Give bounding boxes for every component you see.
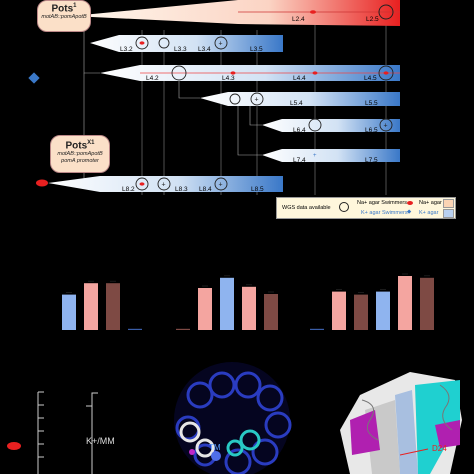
svg-text:+: +: [384, 123, 388, 130]
bottom-left-axis: [37, 391, 44, 474]
protein-structure-side-view: [340, 372, 462, 474]
label-l2-5: L2.5: [366, 16, 379, 23]
lineage-l2-wedge: [72, 0, 400, 26]
bar-panel-3-bar-2: [332, 291, 346, 330]
label-l3-4: L3.4: [198, 46, 211, 53]
k-diamond-icon: [28, 72, 40, 84]
na-start-mark: [36, 179, 48, 187]
pots-x1-title: PotsX1: [65, 140, 95, 152]
bar-panel-1-bar-3: [106, 283, 120, 330]
legend-na-swimmer-icon: [407, 201, 413, 205]
pots-x1-subtitle-1: motAB::pomApotB: [57, 151, 103, 158]
bar-panel-1-bar-2: [84, 283, 98, 330]
label-l5-4: L5.4: [290, 100, 303, 107]
d24-label: D24: [432, 444, 447, 453]
tm-label: TM: [209, 443, 221, 452]
bar-panel-1-bar-1: [62, 294, 76, 330]
bar-panel-3-bar-5: [398, 276, 412, 330]
pots1-box: Pots1 motAB::pomApotB: [37, 0, 91, 32]
svg-text:+: +: [255, 97, 259, 104]
bar-panels: [62, 273, 434, 330]
bar-panel-2-bar-2: [198, 288, 212, 330]
bar-panel-2-bar-5: [264, 294, 278, 330]
label-l8-5: L8.5: [251, 186, 264, 193]
legend-k-agar-swatch: [443, 209, 454, 218]
label-l4-2: L4.2: [146, 75, 159, 82]
wgs-circle: [378, 4, 394, 20]
lineage-l5-wedge: [200, 92, 400, 106]
bar-panel-1-bar-4: [128, 328, 142, 330]
legend-wgs-circle-icon: [339, 202, 349, 212]
legend-k-agar-label: K+ agar: [419, 210, 439, 216]
bracket-icon: [86, 392, 98, 474]
pots1-title: Pots1: [51, 3, 77, 15]
pots-x1-subtitle-2: pomA promoter: [61, 158, 99, 165]
bar-panel-3-bar-6: [420, 277, 434, 330]
legend-k-swimmers-label: K+ agar Swimmers: [361, 210, 408, 216]
lineage-l7-wedge: [262, 149, 400, 162]
pots-x1-box: PotsX1 motAB::pomApotB pomA promoter: [50, 135, 110, 173]
lineage-l6-wedge: [262, 119, 400, 132]
km-label: K+/MM: [86, 436, 115, 446]
svg-text:+: +: [313, 153, 317, 159]
svg-text:+: +: [219, 182, 223, 189]
na-swimmer-mark: [310, 10, 316, 14]
label-l6-5: L6.5: [365, 127, 378, 134]
label-l8-3: L8.3: [175, 186, 188, 193]
label-l3-3: L3.3: [174, 46, 187, 53]
legend-na-swimmers-label: Na+ agar Swimmers: [357, 200, 407, 206]
bar-panel-3-bar-3: [354, 294, 368, 330]
bar-panel-2-bar-3: [220, 277, 234, 330]
bar-panel-2-bar-4: [242, 286, 256, 330]
na-legend-mark: [7, 442, 21, 450]
legend: WGS data available Na+ agar Swimmers Na+…: [276, 197, 456, 219]
label-l7-5: L7.5: [365, 157, 378, 164]
pots1-subtitle: motAB::pomApotB: [41, 14, 87, 21]
label-l2-4: L2.4: [292, 16, 305, 23]
svg-text:+: +: [219, 41, 223, 48]
label-l4-3: L4.3: [222, 75, 235, 82]
label-l7-4: L7.4: [293, 157, 306, 164]
legend-na-agar-label: Na+ agar: [419, 200, 442, 206]
label-l3-5: L3.5: [250, 46, 263, 53]
label-l3-2: L3.2: [120, 46, 133, 53]
bar-panel-3-bar-4: [376, 291, 390, 330]
label-l4-4: L4.4: [293, 75, 306, 82]
lineage-l8-wedge: [48, 176, 283, 192]
legend-wgs-label: WGS data available: [282, 205, 331, 211]
bar-panel-2-bar-1: [176, 328, 190, 330]
protein-structure-top-view: [174, 362, 292, 474]
label-l8-2: L8.2: [122, 186, 135, 193]
label-l4-5: L4.5: [364, 75, 377, 82]
svg-text:+: +: [162, 182, 166, 189]
label-l6-4: L6.4: [293, 127, 306, 134]
legend-k-swimmer-icon: ◆: [407, 209, 412, 215]
legend-na-agar-swatch: [443, 199, 454, 208]
label-l5-5: L5.5: [365, 100, 378, 107]
label-l8-4: L8.4: [199, 186, 212, 193]
bar-panel-3-bar-1: [310, 328, 324, 330]
